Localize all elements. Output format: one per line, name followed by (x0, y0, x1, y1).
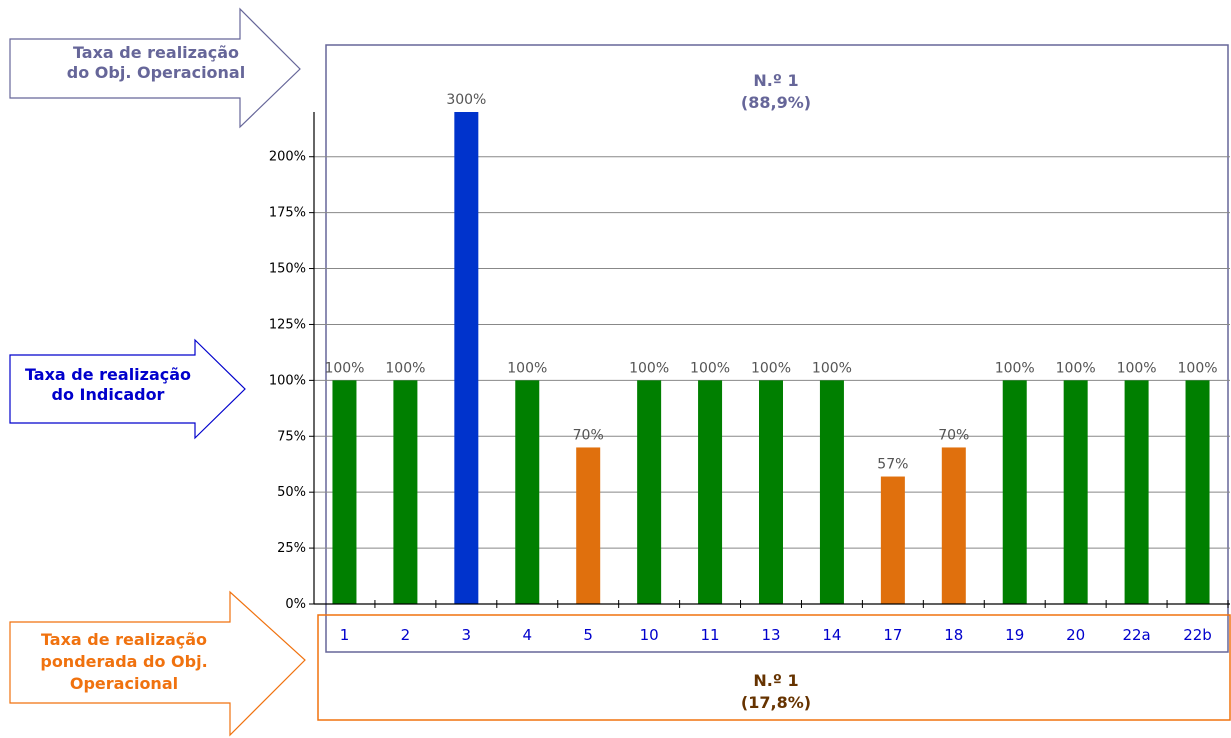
bar-10 (637, 380, 662, 604)
category-label: 10 (640, 626, 659, 644)
objective-box (325, 44, 1229, 653)
category-label: 18 (944, 626, 963, 644)
bar-2 (393, 380, 418, 604)
category-label: 1 (340, 626, 350, 644)
y-tick-label: 50% (277, 485, 306, 500)
indicator-rate-callout-line2: do Indicador (52, 385, 165, 404)
bar-value-label: 100% (995, 360, 1035, 376)
bar-value-label: 100% (324, 360, 364, 376)
objective-rate-callout-line1: Taxa de realização (73, 43, 239, 62)
bar-22b (1185, 380, 1210, 604)
bar-value-label: 100% (629, 360, 669, 376)
objective-rate: (88,9%) (741, 93, 811, 112)
bar-value-label: 70% (573, 427, 604, 443)
weighted-rate-callout-line3: Operacional (70, 674, 178, 693)
bar-20 (1063, 380, 1088, 604)
axis-layer (309, 112, 1230, 608)
weighted-number: N.º 1 (753, 671, 798, 690)
objective-rate-callout-line2: do Obj. Operacional (67, 63, 245, 82)
y-tick-label: 175% (269, 206, 306, 221)
indicator-rate-callout-line1: Taxa de realização (25, 365, 191, 384)
bar-value-label: 100% (1056, 360, 1096, 376)
bar-14 (819, 380, 844, 604)
indicator-rate-arrow-icon (9, 338, 246, 440)
objective-number: N.º 1 (753, 71, 798, 90)
y-tick-label: 150% (269, 262, 306, 277)
bar-value-label: 57% (877, 457, 908, 473)
bar-value-label: 100% (385, 360, 425, 376)
bar-value-label: 70% (938, 427, 969, 443)
category-label: 3 (462, 626, 472, 644)
category-label: 13 (761, 626, 780, 644)
category-label: 19 (1005, 626, 1024, 644)
category-label: 14 (822, 626, 841, 644)
bar-value-label: 300% (446, 92, 486, 108)
weighted-box (317, 614, 1231, 721)
bar-value-label: 100% (812, 360, 852, 376)
category-label: 20 (1066, 626, 1085, 644)
weighted-rate-callout-line2: ponderada do Obj. (40, 652, 207, 671)
bar-17 (880, 476, 905, 604)
y-tick-label: 0% (285, 597, 306, 612)
bar-value-label: 100% (507, 360, 547, 376)
label-layer: 0% 25% 50% 75% 100% 125% 150% 175% 200% 100% 1 100%… (269, 92, 1218, 644)
y-tick-label: 125% (269, 317, 306, 332)
category-label: 22b (1183, 626, 1212, 644)
bar-value-label: 100% (751, 360, 791, 376)
y-tick-label: 75% (277, 429, 306, 444)
bar-22a (1124, 380, 1149, 604)
bar-4 (515, 380, 540, 604)
bar-5 (576, 447, 601, 604)
bar-1 (332, 380, 357, 604)
bar-19 (1002, 380, 1027, 604)
category-label: 22a (1122, 626, 1150, 644)
objective-rate-arrow-icon (9, 7, 301, 129)
weighted-rate-arrow-icon (9, 590, 306, 737)
weighted-rate-callout-line1: Taxa de realização (41, 630, 207, 649)
weighted-rate: (17,8%) (741, 693, 811, 712)
bar-13 (759, 380, 783, 604)
bar-value-label: 100% (690, 360, 730, 376)
y-tick-label: 200% (269, 150, 306, 165)
y-tick-label: 100% (269, 373, 306, 388)
category-label: 17 (883, 626, 902, 644)
bar-layer (332, 112, 1210, 604)
category-label: 11 (701, 626, 720, 644)
bar-11 (698, 380, 723, 604)
bar-18 (941, 447, 966, 604)
y-tick-label: 25% (277, 541, 306, 556)
bar-value-label: 100% (1178, 360, 1218, 376)
category-label: 4 (522, 626, 532, 644)
bar-value-label: 100% (1117, 360, 1157, 376)
category-label: 5 (583, 626, 593, 644)
bar-3 (454, 112, 479, 604)
category-label: 2 (401, 626, 411, 644)
